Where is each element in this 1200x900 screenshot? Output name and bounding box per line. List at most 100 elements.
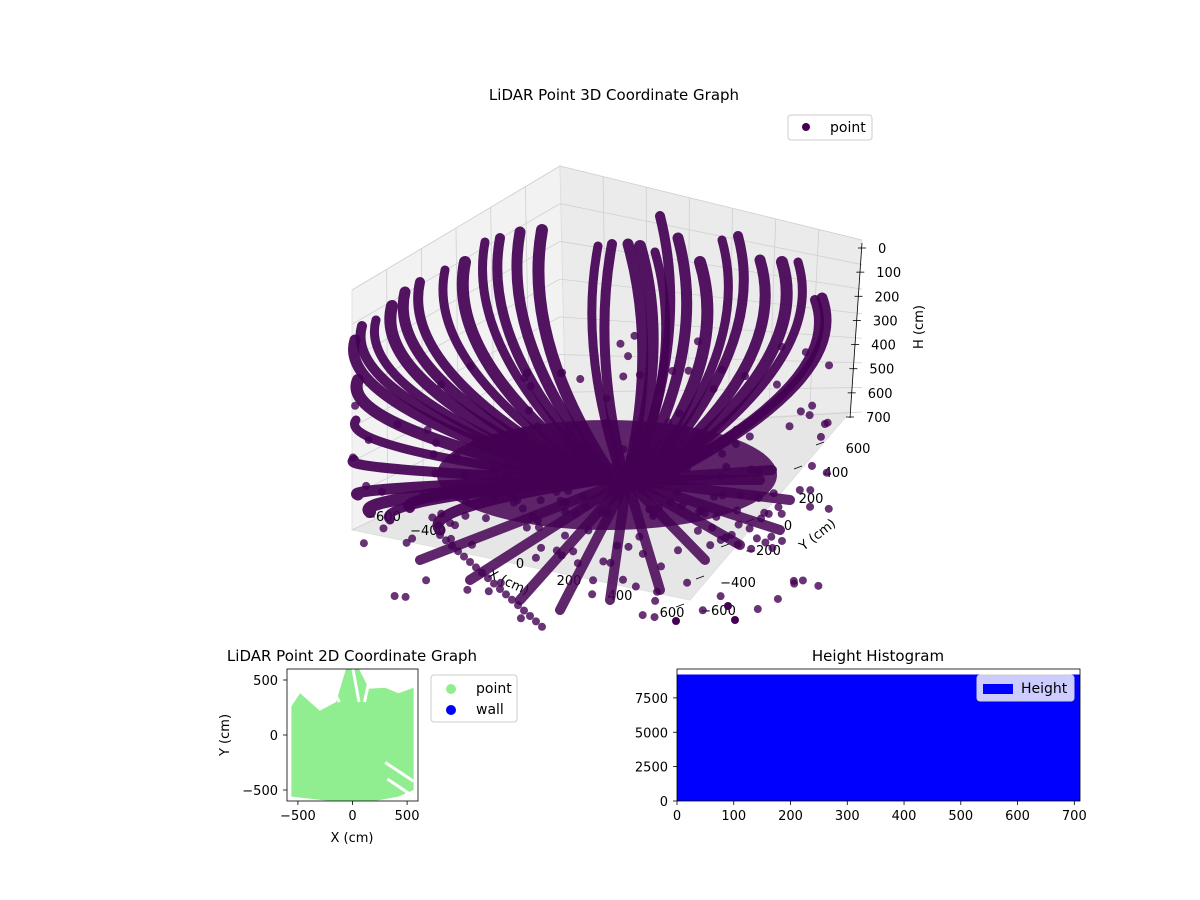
y-tick-mark (793, 465, 803, 470)
point (576, 375, 585, 384)
point-ray (555, 475, 632, 615)
point (563, 428, 572, 437)
point (484, 587, 493, 596)
y-tick-label: −500 (242, 784, 278, 799)
point (807, 461, 816, 470)
point (466, 558, 474, 566)
point (675, 409, 684, 418)
histogram-legend: Height (976, 674, 1075, 702)
point (517, 427, 526, 436)
y-tick-label: 200 (799, 492, 824, 507)
point (563, 460, 572, 469)
point (789, 576, 798, 585)
z-tick-label: 400 (871, 339, 896, 354)
point (536, 496, 545, 505)
point (504, 436, 513, 445)
point (452, 484, 461, 493)
point (390, 591, 399, 600)
point (777, 536, 786, 545)
point (722, 462, 731, 471)
point (436, 531, 444, 539)
point (586, 458, 595, 467)
point (576, 465, 585, 474)
point (565, 478, 574, 487)
histogram-title: Height Histogram (812, 647, 944, 665)
point (657, 562, 666, 571)
point (471, 439, 480, 448)
point (490, 465, 499, 474)
point (801, 348, 810, 357)
point (754, 494, 763, 503)
point (745, 432, 754, 441)
point (502, 590, 510, 599)
x-tick-label: 400 (892, 809, 917, 824)
point (777, 342, 786, 351)
point (362, 481, 371, 490)
point (552, 487, 561, 496)
y-tick-label: 500 (253, 674, 278, 689)
x-tick-label: 100 (721, 809, 746, 824)
point-arc (648, 257, 807, 485)
point (533, 422, 542, 431)
point (359, 539, 368, 548)
point (638, 549, 647, 558)
point (760, 508, 769, 517)
chart-2d-y-axis-label: Y (cm) (218, 714, 233, 757)
point (616, 339, 625, 348)
x-tick-label: −500 (280, 809, 316, 824)
point (824, 504, 833, 513)
chart-2d-legend: point wall (430, 674, 518, 723)
point (650, 613, 659, 622)
point (716, 592, 725, 601)
point-arc (599, 239, 630, 485)
point (624, 352, 633, 361)
point (534, 523, 543, 532)
point (822, 468, 831, 477)
y-tick-label: 0 (270, 729, 278, 744)
point (418, 492, 427, 501)
point (724, 602, 732, 610)
y-tick-label: 0 (784, 519, 792, 534)
point (734, 520, 743, 529)
point (561, 507, 570, 516)
point (785, 422, 794, 431)
point (599, 557, 608, 566)
point (651, 596, 660, 605)
point (379, 524, 388, 533)
point (602, 394, 611, 403)
point-region (291, 669, 414, 801)
point (698, 606, 707, 615)
z-tick-label: 700 (866, 411, 891, 426)
point-ray (622, 475, 710, 565)
point (673, 546, 682, 555)
point (733, 540, 742, 549)
point (596, 466, 605, 475)
chart-3d-title: LiDAR Point 3D Coordinate Graph (489, 86, 739, 104)
point (752, 534, 761, 543)
point (773, 594, 782, 603)
y-tick-label: 0 (660, 795, 668, 810)
point (601, 419, 610, 428)
point-arc (622, 240, 659, 486)
x-tick-label: 200 (778, 809, 803, 824)
point (664, 418, 673, 427)
point (619, 372, 628, 381)
z-tick-label: 600 (868, 387, 893, 402)
point (582, 502, 591, 511)
point (503, 461, 512, 470)
point (408, 534, 417, 543)
chart-3d-z-axis-label: H (cm) (912, 305, 927, 349)
point (709, 385, 718, 394)
point (524, 406, 533, 415)
point-arc (456, 256, 609, 486)
chart-3d-points (347, 211, 834, 631)
point (520, 374, 529, 383)
point (772, 380, 781, 389)
point (693, 337, 702, 346)
point (364, 435, 373, 444)
point (508, 595, 516, 604)
point (516, 614, 525, 623)
point (825, 361, 834, 370)
point (442, 536, 450, 545)
